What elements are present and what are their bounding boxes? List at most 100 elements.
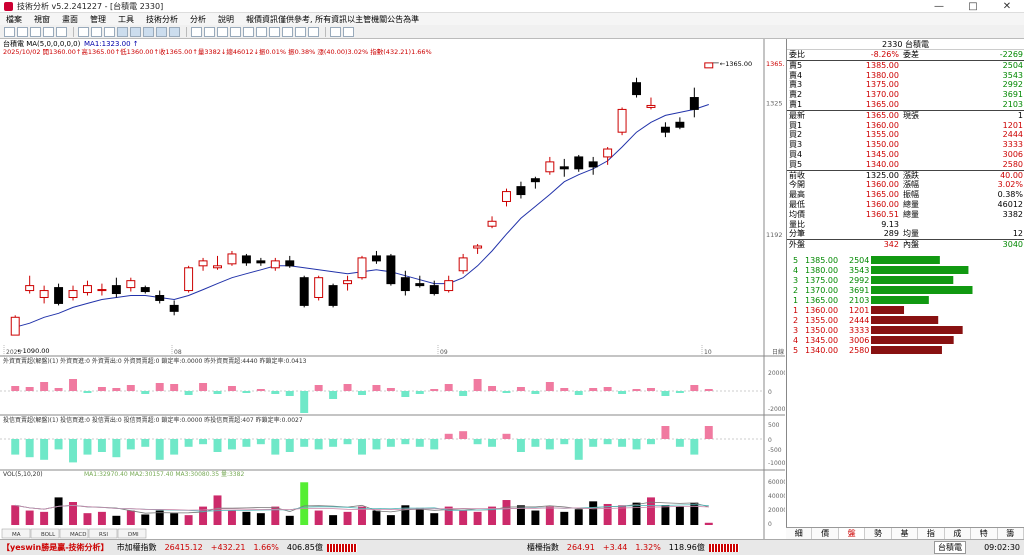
volume-bar	[386, 515, 395, 525]
panel-tab[interactable]: 細	[786, 528, 813, 539]
otc-label: 櫃檯指數	[526, 543, 559, 552]
menu-file[interactable]: 檔案	[6, 14, 22, 24]
dealer-bar	[661, 426, 670, 439]
quote-label: 漲幅	[903, 180, 919, 190]
volume-ma-line	[15, 501, 709, 514]
ma-value: MA1:1323.00 ↑	[84, 40, 139, 48]
vol-icon[interactable]	[217, 26, 228, 37]
toolbar-separator	[325, 26, 326, 37]
quote-row: 分筆 289 均量 12	[787, 229, 1024, 239]
menu-technical[interactable]: 技術分析	[146, 14, 178, 24]
dealer-bar	[430, 439, 439, 450]
rect-icon[interactable]	[256, 26, 267, 37]
chart-icon[interactable]	[30, 26, 41, 37]
quote-value: 12	[1012, 229, 1023, 239]
close-button[interactable]: ✕	[1002, 1, 1012, 12]
quote-panel: 2330 台積電 委比 -8.26% 委差 -2269 賣5 1385.00 2504 賣4 1…	[786, 39, 1024, 527]
foreign-bar	[545, 382, 554, 391]
volume-bar	[199, 506, 208, 525]
date-label: 2025	[6, 349, 21, 356]
book-price: 1380.00	[805, 266, 838, 275]
menu-manage[interactable]: 管理	[90, 14, 106, 24]
grid-icon[interactable]	[4, 26, 15, 37]
book-level: 4	[793, 336, 798, 345]
arrow-icon[interactable]	[230, 26, 241, 37]
panel-tab[interactable]: 籌	[997, 528, 1024, 539]
foreign-bar	[516, 387, 525, 391]
foreign-bar	[632, 389, 641, 391]
candle-body	[400, 277, 410, 292]
maximize-button[interactable]: □	[968, 1, 978, 12]
volume-bar	[358, 506, 366, 525]
panel-tab[interactable]: 勢	[865, 528, 892, 539]
ellipse-icon[interactable]	[269, 26, 280, 37]
candle-body	[660, 126, 670, 133]
foreign-bar	[502, 391, 511, 393]
foreign-bar	[329, 391, 338, 399]
frame-icon[interactable]	[117, 26, 128, 37]
volume-bar	[213, 495, 222, 525]
frame-icon[interactable]	[143, 26, 154, 37]
foreign-bar	[574, 391, 583, 395]
quote-value: 1385.00	[821, 59, 901, 71]
book-qty: 1201	[849, 306, 869, 315]
menu-view[interactable]: 畫面	[62, 14, 78, 24]
volume-bar	[618, 505, 627, 525]
panel-tab[interactable]: 盤	[838, 528, 866, 539]
dealer-bar	[25, 439, 34, 458]
list-icon[interactable]	[17, 26, 28, 37]
dealer-bar	[690, 439, 699, 455]
dealer-bar	[372, 439, 381, 450]
save-icon[interactable]	[343, 26, 354, 37]
quote-value: 0.38%	[997, 190, 1023, 200]
book-qty: 2992	[849, 276, 869, 285]
menu-analysis[interactable]: 分析	[190, 14, 206, 24]
candle-body	[227, 253, 237, 265]
zoom-icon[interactable]	[308, 26, 319, 37]
quote-label: 賣2	[789, 90, 803, 100]
dealer-bar	[488, 439, 497, 447]
menu-help[interactable]: 說明	[218, 14, 234, 24]
cross-icon[interactable]	[282, 26, 293, 37]
quote-row: 前收 1325.00 漲跌 40.00	[787, 169, 1024, 181]
quote-label	[901, 140, 941, 150]
panel-tab[interactable]: 指	[918, 528, 945, 539]
panel-tab[interactable]: 基	[891, 528, 919, 539]
candle-body	[328, 285, 338, 306]
print-icon[interactable]	[330, 26, 341, 37]
panel-tab[interactable]: 價	[812, 528, 839, 539]
candle-body	[285, 260, 295, 267]
zoom-in-icon[interactable]	[43, 26, 54, 37]
zoom-out-icon[interactable]	[56, 26, 67, 37]
text-icon[interactable]	[243, 26, 254, 37]
line-icon[interactable]	[104, 26, 115, 37]
foreign-bar	[618, 391, 627, 394]
menu-tools[interactable]: 工具	[118, 14, 134, 24]
quote-label: 振幅	[903, 190, 919, 200]
book-level: 2	[793, 316, 798, 325]
minimize-button[interactable]: —	[934, 1, 944, 12]
candle-body	[140, 287, 150, 293]
ticker-box[interactable]: 台積電	[934, 541, 966, 554]
pen-icon[interactable]	[191, 26, 202, 37]
panel-tab[interactable]: 特	[971, 528, 998, 539]
interval-tag: 日線	[772, 348, 784, 356]
book-bar	[871, 285, 973, 294]
frame-icon[interactable]	[169, 26, 180, 37]
chart-canvas[interactable]: 台積電 MA(5,0,0,0,0,0) MA1:1323.00 ↑2025/10…	[0, 39, 793, 539]
quote-value: -2269	[999, 50, 1023, 59]
candle-icon[interactable]	[78, 26, 89, 37]
frame-icon[interactable]	[130, 26, 141, 37]
ohlc-icon[interactable]	[91, 26, 102, 37]
dealer-bar	[227, 439, 236, 450]
dealer-bar	[271, 439, 280, 455]
candle-body	[415, 283, 425, 287]
menu-window[interactable]: 視窗	[34, 14, 50, 24]
volume-bar	[690, 502, 699, 525]
book-price: 1385.00	[805, 256, 838, 265]
bars-icon[interactable]	[204, 26, 215, 37]
marker-icon[interactable]	[295, 26, 306, 37]
chart-area[interactable]: 台積電 MA(5,0,0,0,0,0) MA1:1323.00 ↑ 2025/10…	[0, 39, 793, 539]
panel-tab[interactable]: 成	[944, 528, 972, 539]
frame-icon[interactable]	[156, 26, 167, 37]
